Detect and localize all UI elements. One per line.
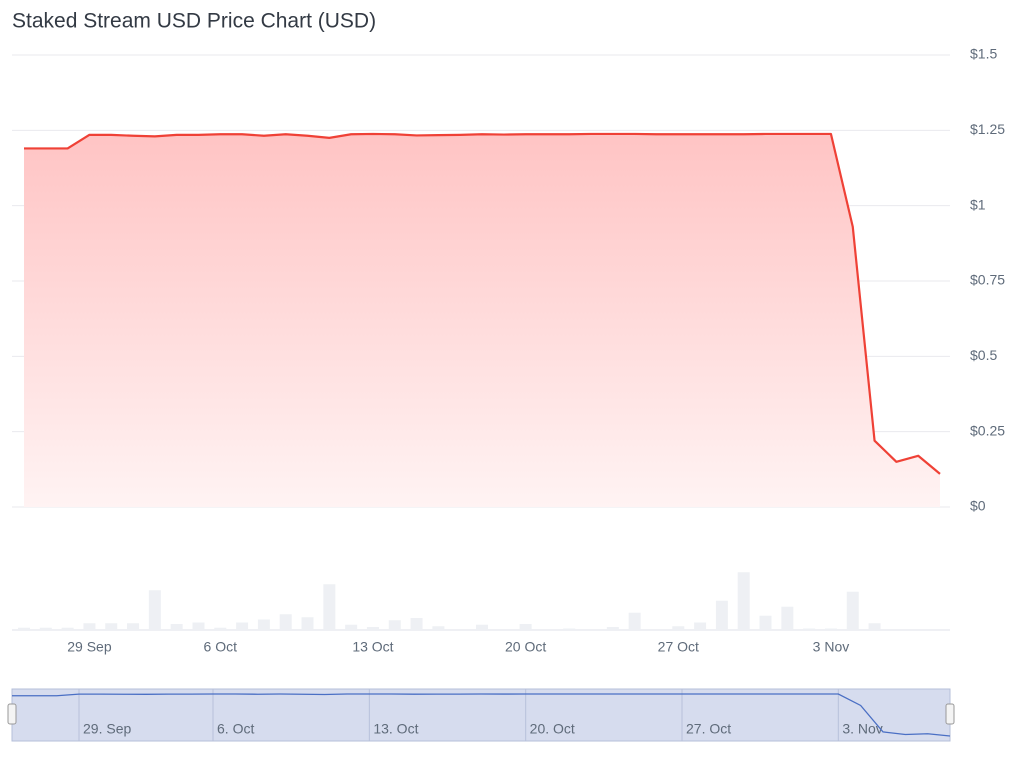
volume-bar	[432, 626, 445, 630]
volume-bar	[410, 618, 423, 630]
navigator[interactable]	[11, 688, 951, 742]
volume-bar	[803, 628, 816, 630]
volume-bar	[170, 624, 183, 630]
volume-bar	[214, 627, 227, 630]
volume-bar	[476, 624, 488, 630]
volume-bar	[846, 591, 859, 630]
price-area	[24, 133, 940, 507]
x-tick-label: 29 Sep	[67, 639, 112, 655]
navigator-label: 20. Oct	[530, 721, 575, 737]
volume-bar	[519, 624, 532, 630]
volume-bar	[628, 612, 641, 630]
navigator-label: 3. Nov	[842, 721, 882, 737]
navigator-handle[interactable]	[945, 703, 955, 725]
x-tick-label: 3 Nov	[813, 639, 850, 655]
volume-bar	[388, 620, 401, 630]
volume-bar	[148, 590, 161, 630]
navigator-label: 29. Sep	[83, 721, 131, 737]
x-tick-label: 13 Oct	[352, 639, 393, 655]
price-line	[24, 132, 941, 475]
y-tick-label: $1	[970, 196, 986, 212]
x-tick-label: 27 Oct	[658, 639, 699, 655]
y-tick-label: $0.75	[970, 272, 1005, 288]
volume-bar	[868, 623, 881, 630]
navigator-line	[12, 693, 951, 737]
volume-bar	[672, 626, 685, 630]
navigator-label: 13. Oct	[373, 721, 418, 737]
navigator-label: 27. Oct	[686, 721, 731, 737]
volume-bar	[715, 600, 728, 630]
x-tick-label: 20 Oct	[505, 639, 546, 655]
navigator-label: 6. Oct	[217, 721, 254, 737]
volume-bar	[737, 572, 750, 630]
volume-bar	[781, 606, 794, 630]
volume-bar	[301, 617, 314, 630]
chart-title: Staked Stream USD Price Chart (USD)	[12, 10, 376, 33]
volume-bar	[345, 624, 358, 630]
volume-bar	[18, 627, 30, 630]
volume-bar	[257, 619, 270, 630]
volume-bar	[694, 622, 707, 630]
volume-bar	[39, 627, 52, 630]
y-tick-label: $0.25	[970, 422, 1005, 438]
volume-bar	[192, 622, 205, 630]
volume-bar	[323, 584, 336, 630]
y-tick-label: $0.5	[970, 347, 997, 363]
y-tick-label: $0	[970, 498, 986, 514]
volume-bar	[236, 622, 249, 630]
y-tick-label: $1.25	[970, 121, 1005, 137]
volume-bar	[563, 628, 576, 630]
x-tick-label: 6 Oct	[204, 639, 238, 655]
volume-bar	[83, 623, 96, 630]
volume-bar	[606, 627, 619, 630]
volume-bar	[824, 628, 837, 630]
volume-bar	[61, 627, 74, 630]
y-tick-label: $1.5	[970, 46, 997, 62]
volume-bar	[279, 614, 292, 630]
volume-bar	[759, 615, 772, 630]
volume-bar	[366, 627, 379, 630]
volume-bar	[105, 623, 118, 630]
navigator-handle[interactable]	[7, 703, 17, 725]
volume-bar	[127, 623, 140, 630]
